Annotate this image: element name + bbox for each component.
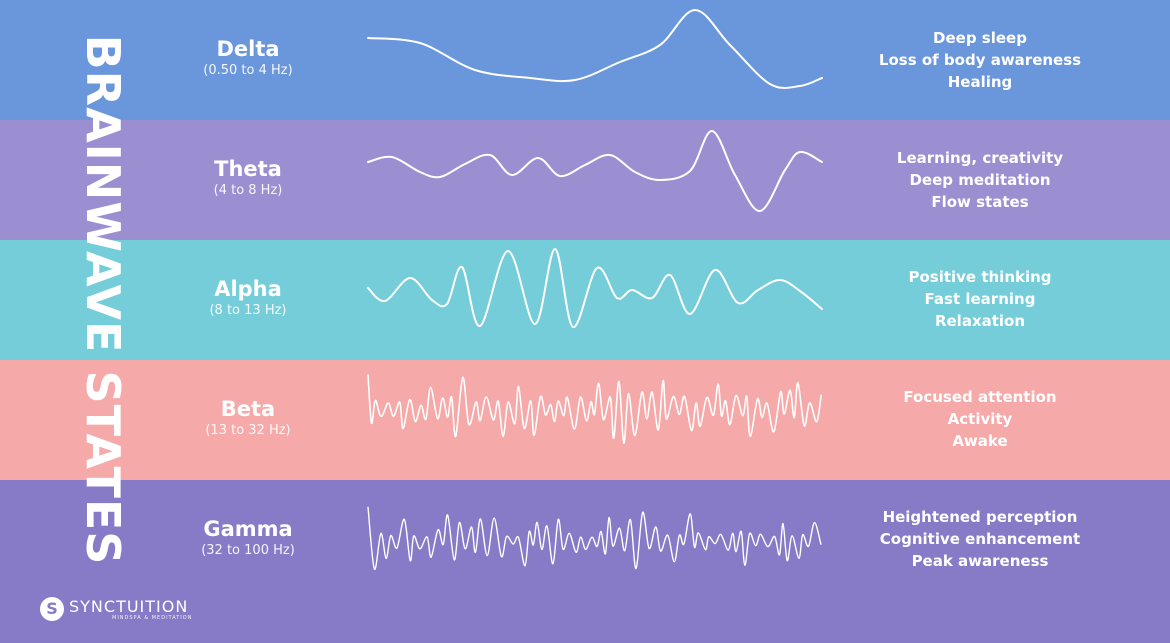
band-theta [0, 120, 1170, 240]
desc-line: Positive thinking [908, 268, 1052, 286]
desc-line: Flow states [931, 193, 1029, 211]
gamma-description: Heightened perception Cognitive enhancem… [860, 506, 1100, 572]
logo-s-icon: S [40, 597, 64, 621]
alpha-description: Positive thinking Fast learning Relaxati… [860, 266, 1100, 332]
desc-line: Activity [947, 410, 1013, 428]
beta-label: Beta (13 to 32 Hz) [168, 396, 328, 440]
band-freq-gamma: (32 to 100 Hz) [201, 543, 295, 558]
band-beta [0, 360, 1170, 480]
desc-line: Cognitive enhancement [879, 530, 1081, 548]
desc-line: Focused attention [903, 388, 1057, 406]
gamma-wave [367, 506, 822, 570]
desc-line: Healing [947, 73, 1013, 91]
desc-line: Relaxation [934, 312, 1026, 330]
logo-name: SYNCTUITION [69, 597, 189, 616]
band-name-theta: Theta [214, 157, 282, 181]
band-gamma [0, 480, 1170, 643]
alpha-wave [367, 247, 823, 329]
band-freq-beta: (13 to 32 Hz) [205, 423, 291, 438]
desc-line: Loss of body awareness [878, 51, 1082, 69]
desc-line: Awake [952, 432, 1008, 450]
theta-label: Theta (4 to 8 Hz) [168, 156, 328, 200]
delta-wave [367, 9, 823, 89]
band-name-beta: Beta [220, 397, 276, 421]
band-name-alpha: Alpha [214, 277, 282, 301]
logo-tagline: MINDSPA & MEDITATION [112, 615, 193, 621]
gamma-label: Gamma (32 to 100 Hz) [168, 516, 328, 560]
band-name-gamma: Gamma [203, 517, 293, 541]
delta-description: Deep sleep Loss of body awareness Healin… [860, 27, 1100, 93]
desc-line: Deep sleep [933, 29, 1027, 47]
band-freq-delta: (0.50 to 4 Hz) [203, 63, 293, 78]
band-freq-theta: (4 to 8 Hz) [213, 183, 283, 198]
theta-description: Learning, creativity Deep meditation Flo… [860, 147, 1100, 213]
desc-line: Learning, creativity [896, 149, 1064, 167]
theta-wave [367, 130, 823, 212]
beta-description: Focused attention Activity Awake [860, 386, 1100, 452]
delta-label: Delta (0.50 to 4 Hz) [168, 36, 328, 80]
beta-wave [367, 374, 822, 444]
desc-line: Peak awareness [911, 552, 1049, 570]
desc-line: Heightened perception [882, 508, 1078, 526]
band-delta [0, 0, 1170, 120]
band-freq-alpha: (8 to 13 Hz) [209, 303, 287, 318]
band-name-delta: Delta [216, 37, 280, 61]
desc-line: Deep meditation [909, 171, 1051, 189]
desc-line: Fast learning [924, 290, 1036, 308]
alpha-label: Alpha (8 to 13 Hz) [168, 276, 328, 320]
